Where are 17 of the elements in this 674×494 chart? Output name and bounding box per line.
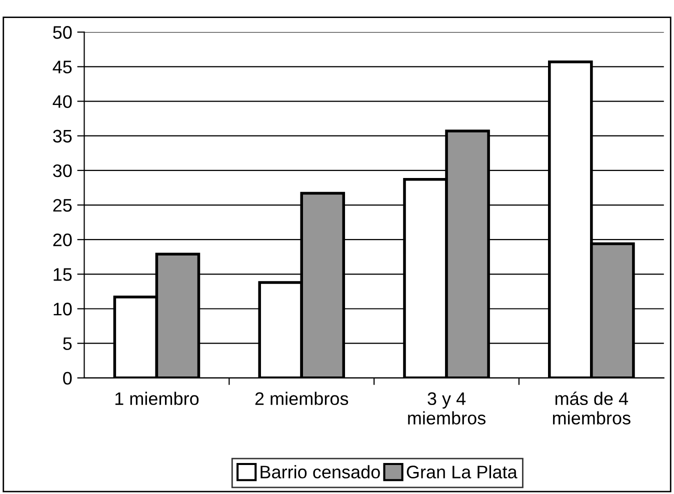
- y-tick-label: 35: [53, 130, 72, 143]
- y-tick-label: 20: [53, 234, 72, 246]
- legend-label: Barrio censado: [260, 465, 380, 478]
- x-tick-label: 2 miembros: [255, 392, 348, 406]
- y-tick-label: 50: [53, 26, 72, 39]
- y-tick-label: 25: [53, 198, 72, 212]
- y-tick-label: 15: [54, 268, 72, 281]
- x-tick-label: 1 miembro: [115, 392, 199, 406]
- y-tick-label: 5: [63, 337, 72, 350]
- x-tick-label: más de 4 miembros: [553, 392, 630, 425]
- y-tick-label: 10: [54, 302, 72, 316]
- y-tick-label: 40: [52, 95, 72, 108]
- y-tick-label: 30: [53, 164, 72, 178]
- legend-label: Gran La Plata: [406, 465, 518, 478]
- y-tick-label: 45: [52, 60, 72, 74]
- y-tick-label: 0: [63, 372, 72, 385]
- x-tick-label: 3 y 4 miembros: [408, 392, 486, 425]
